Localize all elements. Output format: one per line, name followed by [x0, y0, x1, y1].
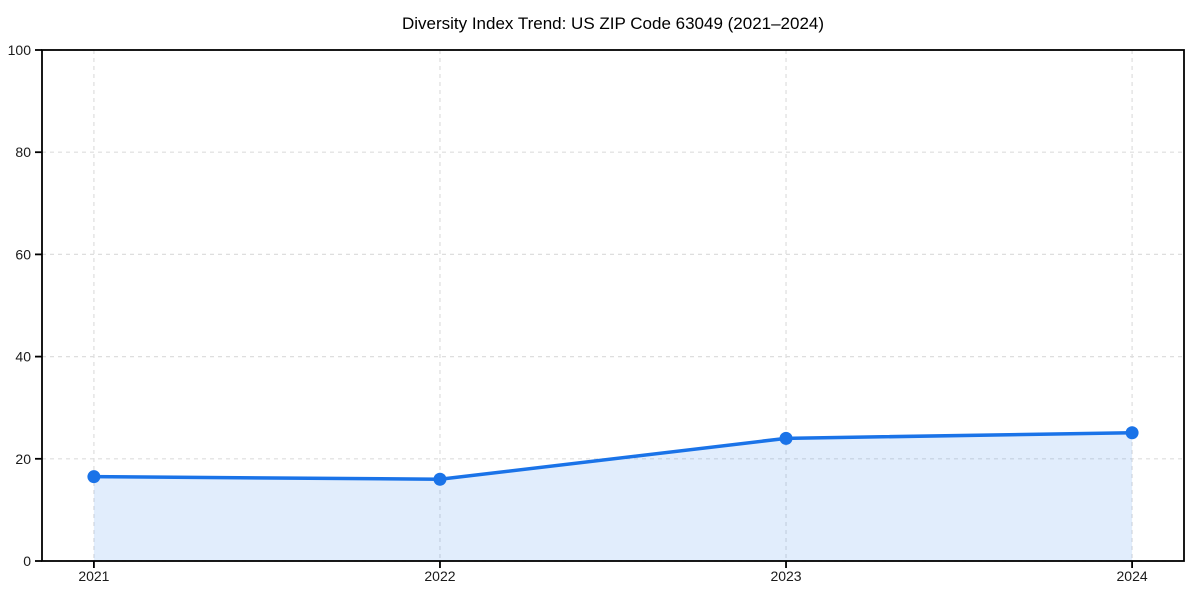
- data-point-2022: [433, 472, 447, 486]
- plot-border: [41, 49, 1185, 562]
- data-point-2024: [1125, 426, 1139, 440]
- x-tick-label: 2023: [770, 568, 801, 584]
- chart-title: Diversity Index Trend: US ZIP Code 63049…: [401, 14, 825, 33]
- x-tick-label: 2021: [78, 568, 109, 584]
- x-tick-label: 2022: [424, 568, 455, 584]
- y-tick-label: 60: [15, 246, 31, 262]
- data-point-2023: [779, 431, 793, 445]
- area-fill: [93, 432, 1133, 561]
- y-tick-label: 0: [23, 553, 31, 569]
- y-tick-label: 40: [15, 349, 31, 365]
- y-tick-label: 80: [15, 144, 31, 160]
- x-tick-label: 2024: [1117, 568, 1148, 584]
- y-tick-label: 100: [8, 42, 32, 58]
- y-tick-label: 20: [15, 451, 31, 467]
- data-point-2021: [87, 470, 101, 484]
- trend-line: [92, 430, 1134, 481]
